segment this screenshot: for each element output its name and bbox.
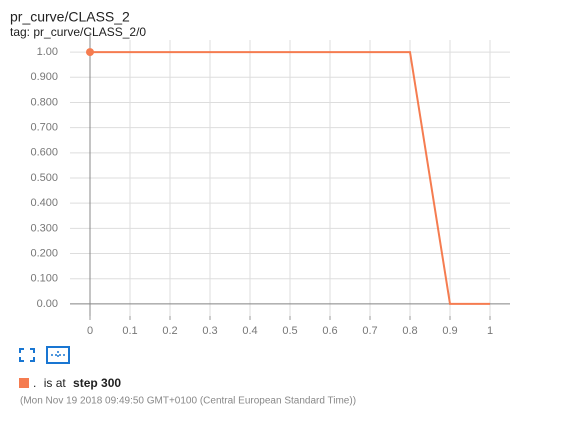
x-tick-label: 0.7 (362, 325, 377, 337)
fit-domain-button[interactable] (19, 348, 35, 362)
x-tick-label: 0.8 (402, 325, 417, 337)
y-tick-label: 0.100 (30, 273, 58, 285)
x-tick-label: 0.2 (162, 325, 177, 337)
y-tick-label: 0.300 (30, 222, 58, 234)
icon (19, 348, 35, 362)
run-name: . (33, 376, 36, 390)
y-tick-label: 0.200 (30, 247, 58, 259)
hover-point (86, 48, 94, 57)
x-tick-label: 0.3 (202, 325, 217, 337)
timestamp: (Mon Nov 19 2018 09:49:50 GMT+0100 (Cent… (20, 396, 356, 407)
chart-title: pr_curve/CLASS_2 (10, 9, 130, 25)
y-tick-label: 0.800 (30, 96, 58, 108)
chart-subtitle: tag: pr_curve/CLASS_2/0 (10, 25, 146, 39)
y-tick-label: 0.900 (30, 71, 58, 83)
x-tick-label: 0.9 (442, 325, 457, 337)
legend-text: . is at step 300 (33, 376, 121, 390)
x-tick-label: 0.6 (322, 325, 337, 337)
x-tick-label: 0.4 (242, 325, 257, 337)
y-tick-label: 0.400 (30, 197, 58, 209)
icon (46, 346, 70, 364)
y-tick-label: 0.00 (37, 298, 58, 310)
toggle-log-button[interactable] (46, 346, 70, 364)
y-tick-label: 0.500 (30, 172, 58, 184)
x-tick-label: 1 (487, 325, 493, 337)
y-tick-label: 0.600 (30, 147, 58, 159)
legend-swatch (19, 378, 29, 388)
step: step 300 (73, 376, 121, 390)
y-tick-label: 1.00 (37, 46, 58, 58)
y-tick-label: 0.700 (30, 122, 58, 134)
x-tick-label: 0.5 (282, 325, 297, 337)
series-line (90, 51, 490, 305)
status: is at (44, 376, 67, 390)
plot: 0.00 0.100 0.200 0.300 0.400 0.500 0.600 0.700 0… (30, 32, 510, 337)
x-tick-label: 0.1 (122, 325, 137, 337)
x-tick-label: 0 (87, 325, 93, 337)
icon (51, 351, 65, 359)
